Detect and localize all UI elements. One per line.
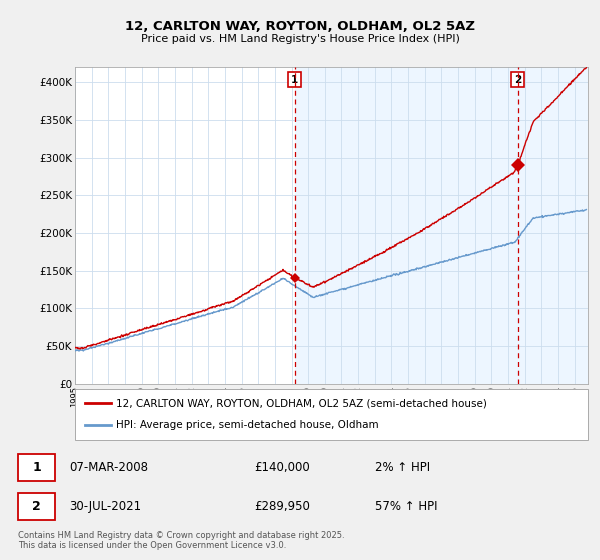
Text: 57% ↑ HPI: 57% ↑ HPI: [375, 500, 437, 513]
Text: £289,950: £289,950: [254, 500, 310, 513]
Text: 30-JUL-2021: 30-JUL-2021: [70, 500, 142, 513]
Bar: [518, 67, 588, 384]
FancyBboxPatch shape: [18, 454, 55, 481]
Text: HPI: Average price, semi-detached house, Oldham: HPI: Average price, semi-detached house,…: [116, 421, 379, 431]
Text: 1: 1: [291, 75, 298, 85]
Text: 2: 2: [514, 75, 521, 85]
Text: 1: 1: [32, 461, 41, 474]
Text: Price paid vs. HM Land Registry's House Price Index (HPI): Price paid vs. HM Land Registry's House …: [140, 34, 460, 44]
Bar: [295, 67, 518, 384]
Text: 12, CARLTON WAY, ROYTON, OLDHAM, OL2 5AZ: 12, CARLTON WAY, ROYTON, OLDHAM, OL2 5AZ: [125, 20, 475, 32]
FancyBboxPatch shape: [18, 493, 55, 520]
Text: 07-MAR-2008: 07-MAR-2008: [70, 461, 149, 474]
Text: £140,000: £140,000: [254, 461, 310, 474]
Text: 2% ↑ HPI: 2% ↑ HPI: [375, 461, 430, 474]
Text: Contains HM Land Registry data © Crown copyright and database right 2025.
This d: Contains HM Land Registry data © Crown c…: [18, 531, 344, 550]
Text: 2: 2: [32, 500, 41, 513]
Text: 12, CARLTON WAY, ROYTON, OLDHAM, OL2 5AZ (semi-detached house): 12, CARLTON WAY, ROYTON, OLDHAM, OL2 5AZ…: [116, 398, 487, 408]
